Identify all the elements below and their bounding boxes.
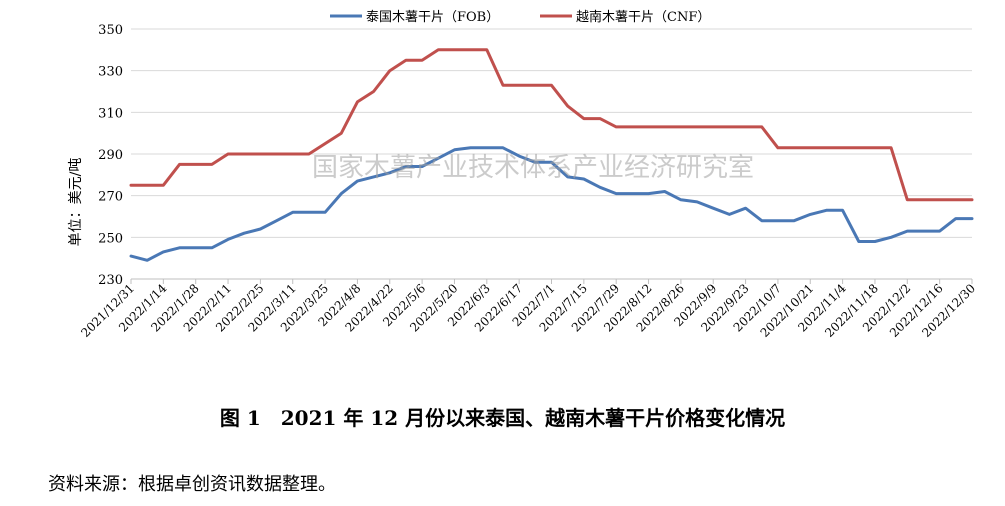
y-tick-label: 350 bbox=[98, 23, 123, 38]
series-lines bbox=[129, 48, 974, 262]
x-tick-labels: 2021/12/312022/1/142022/1/282022/2/11202… bbox=[78, 281, 978, 340]
series-line-1 bbox=[129, 146, 974, 262]
y-tick-label: 290 bbox=[98, 148, 123, 163]
y-tick-label: 310 bbox=[98, 106, 123, 121]
gridlines bbox=[131, 28, 972, 238]
figure-caption: 图 1 2021 年 12 月份以来泰国、越南木薯干片价格变化情况 bbox=[219, 406, 786, 430]
source-note: 资料来源：根据卓创资讯数据整理。 bbox=[48, 474, 336, 495]
y-tick-label: 330 bbox=[98, 65, 123, 80]
watermark-text: 国家木薯产业技术体系产业经济研究室 bbox=[312, 153, 754, 183]
legend: 泰国木薯干片（FOB） 越南木薯干片（CNF） bbox=[330, 9, 710, 25]
y-tick-label: 250 bbox=[98, 231, 123, 246]
y-tick-labels: 230 250 270 290 310 330 350 bbox=[98, 23, 123, 288]
series-line-2 bbox=[129, 48, 974, 202]
y-tick-label: 270 bbox=[98, 190, 123, 205]
y-tick-label: 230 bbox=[98, 273, 123, 288]
legend-label-2: 越南木薯干片（CNF） bbox=[576, 9, 710, 25]
y-axis-label: 单位：美元/吨 bbox=[68, 158, 84, 247]
legend-label-1: 泰国木薯干片（FOB） bbox=[366, 10, 499, 25]
line-chart: 230 250 270 290 310 330 350 2021/12/312022/1/1… bbox=[68, 9, 978, 340]
axes bbox=[130, 278, 973, 284]
